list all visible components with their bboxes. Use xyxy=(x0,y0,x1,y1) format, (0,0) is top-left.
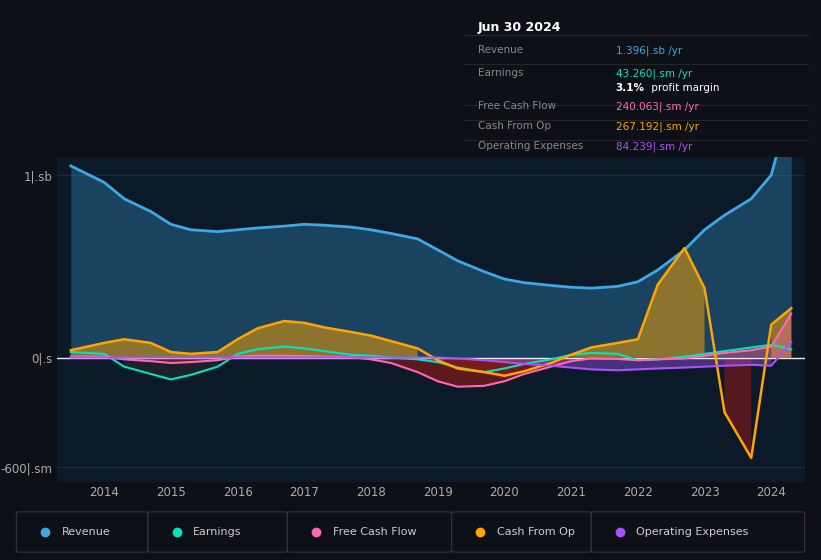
Text: Cash From Op: Cash From Op xyxy=(497,527,575,537)
Text: 1.396|.sb /yr: 1.396|.sb /yr xyxy=(616,45,681,56)
Text: 267.192|.sm /yr: 267.192|.sm /yr xyxy=(616,121,699,132)
Text: profit margin: profit margin xyxy=(649,83,720,92)
Text: Jun 30 2024: Jun 30 2024 xyxy=(478,21,562,34)
Text: 84.239|.sm /yr: 84.239|.sm /yr xyxy=(616,141,692,152)
Text: Revenue: Revenue xyxy=(478,45,523,55)
Text: Free Cash Flow: Free Cash Flow xyxy=(478,101,556,111)
Text: Operating Expenses: Operating Expenses xyxy=(478,141,583,151)
Text: Cash From Op: Cash From Op xyxy=(478,121,551,131)
Text: Earnings: Earnings xyxy=(478,68,523,78)
Text: 240.063|.sm /yr: 240.063|.sm /yr xyxy=(616,101,699,111)
Text: 43.260|.sm /yr: 43.260|.sm /yr xyxy=(616,68,692,79)
Text: Free Cash Flow: Free Cash Flow xyxy=(333,527,416,537)
Text: 3.1%: 3.1% xyxy=(616,83,644,92)
Text: Operating Expenses: Operating Expenses xyxy=(636,527,749,537)
Text: Revenue: Revenue xyxy=(62,527,110,537)
Text: Earnings: Earnings xyxy=(193,527,241,537)
